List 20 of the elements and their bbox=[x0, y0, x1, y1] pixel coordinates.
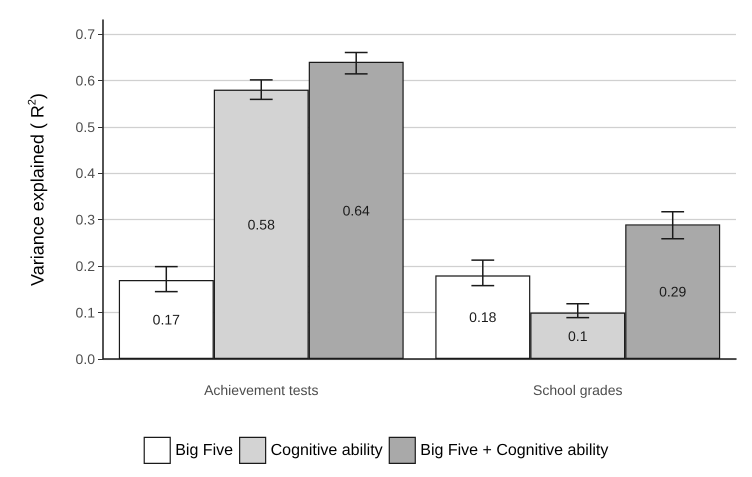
data-label: 0.58 bbox=[248, 216, 276, 232]
y-tick-label: 0.5 bbox=[76, 118, 96, 135]
x-tick-label: Achievement tests bbox=[204, 382, 318, 398]
text: 0.0 bbox=[76, 351, 95, 367]
y-tick-label: 0.2 bbox=[76, 258, 96, 274]
y-tick-label: 0.6 bbox=[76, 72, 96, 88]
data-label: 0.1 bbox=[568, 328, 588, 344]
data-label: 0.18 bbox=[469, 309, 497, 326]
x-tick-label: School grades bbox=[532, 382, 623, 398]
data-label: 0.29 bbox=[659, 284, 687, 300]
legend-label: Cognitive ability bbox=[270, 442, 383, 459]
data-label: 0.64 bbox=[342, 202, 370, 218]
y-tick-label: 0.1 bbox=[76, 304, 96, 321]
data-label: 0.17 bbox=[152, 312, 180, 328]
y-tick-label: 0.3 bbox=[76, 212, 96, 228]
y-axis-title: Variance explained ( R2) bbox=[26, 93, 48, 286]
y-tick-label: 0.7 bbox=[76, 26, 96, 42]
y-tick-label: 0.4 bbox=[76, 165, 96, 182]
legend-label: Big Five + Cognitive ability bbox=[420, 442, 608, 459]
legend-label: Big Five bbox=[175, 442, 234, 459]
